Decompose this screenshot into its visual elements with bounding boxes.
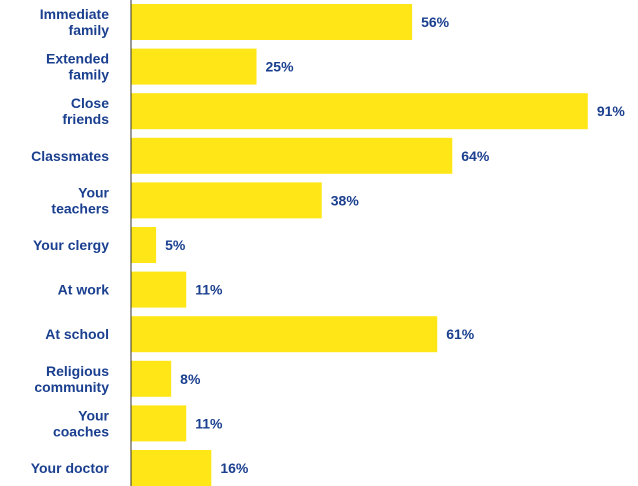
bar — [131, 137, 453, 174]
bar — [131, 316, 438, 353]
bar — [131, 93, 588, 130]
value-label: 56% — [421, 14, 450, 30]
category-label-line: Classmates — [31, 148, 109, 164]
category-label-line: Immediate — [40, 6, 109, 22]
value-labels-group: 56% 25% 91% 64% 38% 5% 11% 61% 8% 11% 16% — [165, 14, 625, 476]
category-label-line: Your doctor — [31, 460, 110, 476]
category-label: Immediate family — [40, 6, 109, 38]
category-label-line: Extended — [46, 51, 109, 67]
category-label: Close friends — [62, 95, 109, 127]
category-label-line: At school — [45, 326, 109, 342]
category-label: Extended family — [46, 51, 109, 83]
bar — [131, 48, 257, 85]
category-label-line: family — [69, 22, 110, 38]
bar — [131, 405, 187, 442]
bars-group — [131, 4, 588, 486]
category-label-line: friends — [62, 111, 109, 127]
category-label-line: Your — [78, 184, 109, 200]
category-label: Your clergy — [33, 237, 109, 253]
value-label: 16% — [220, 460, 249, 476]
bar — [131, 182, 322, 219]
category-label-line: Close — [71, 95, 109, 111]
category-label-line: Your clergy — [33, 237, 109, 253]
value-label: 38% — [331, 192, 360, 208]
category-label: Religious community — [34, 363, 109, 395]
category-label-line: family — [69, 67, 110, 83]
bar — [131, 360, 172, 397]
category-label-line: coaches — [53, 423, 109, 439]
category-label-line: Your — [78, 407, 109, 423]
value-label: 64% — [461, 148, 490, 164]
value-label: 5% — [165, 237, 186, 253]
category-label: At school — [45, 326, 109, 342]
value-label: 11% — [195, 415, 223, 431]
bar — [131, 450, 212, 486]
category-label: Your coaches — [53, 407, 110, 439]
bar — [131, 271, 187, 308]
value-label: 11% — [195, 282, 223, 298]
category-label: Your teachers — [51, 184, 109, 216]
value-label: 61% — [446, 326, 475, 342]
category-label-line: At work — [58, 282, 110, 298]
bar — [131, 227, 157, 263]
category-label-line: Religious — [46, 363, 109, 379]
category-label-line: teachers — [51, 200, 109, 216]
value-label: 8% — [180, 371, 201, 387]
category-label: Classmates — [31, 148, 109, 164]
category-label: At work — [58, 282, 110, 298]
bar — [131, 4, 413, 40]
value-label: 25% — [266, 59, 295, 75]
value-label: 91% — [597, 103, 626, 119]
category-label: Your doctor — [31, 460, 110, 476]
category-label-line: community — [34, 379, 109, 395]
